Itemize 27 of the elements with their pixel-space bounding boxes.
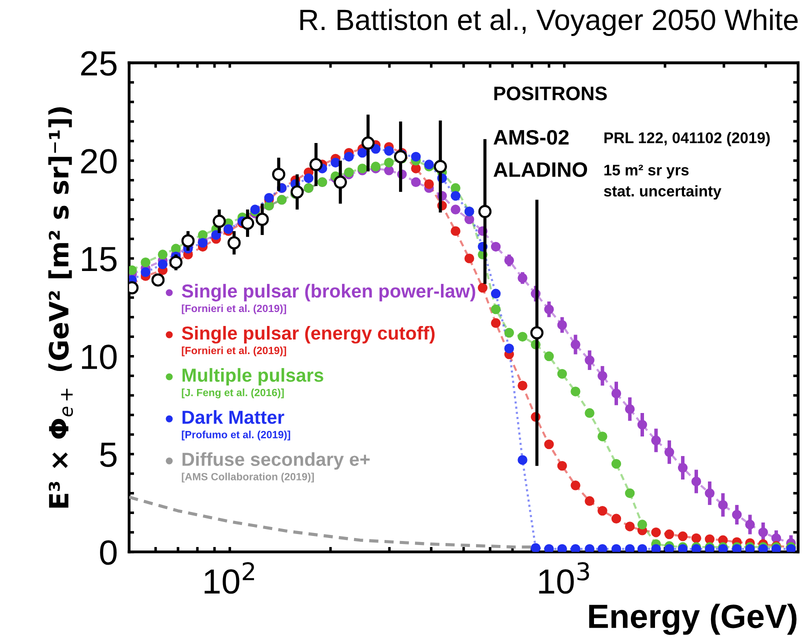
annotation: [AMS Collaboration (2019)] bbox=[182, 472, 314, 482]
annotation: [Fornieri et al. (2019)] bbox=[182, 346, 286, 356]
annotation: 15 m² sr yrs bbox=[604, 164, 689, 179]
y-tick-label: 5 bbox=[100, 442, 117, 468]
legend-label: Multiple pulsars bbox=[182, 368, 324, 386]
x-tick-label: 10$^{3}$ bbox=[539, 562, 590, 594]
annotation: POSITRONS bbox=[494, 86, 607, 100]
annotation: [Fornieri et al. (2019)] bbox=[182, 304, 286, 314]
y-tick-label: 25 bbox=[81, 51, 117, 76]
legend-label: Single pulsar (broken power-law) bbox=[182, 284, 476, 302]
y-axis-title: E³ × Φ$_{e+}$ (GeV² [m² s sr]⁻¹]) bbox=[48, 107, 73, 508]
chart-title: R. Battiston et al., Voyager 2050 White bbox=[300, 8, 798, 36]
annotation: PRL 122, 041102 (2019) bbox=[604, 132, 770, 146]
legend-label: Single pulsar (energy cutoff) bbox=[182, 326, 435, 344]
annotation: stat. uncertainty bbox=[604, 185, 722, 200]
y-tick-label: 15 bbox=[82, 247, 117, 272]
y-tick-label: 20 bbox=[81, 148, 117, 174]
legend-label: Diffuse secondary e+ bbox=[182, 452, 370, 470]
annotation: [J. Feng et al. (2016)] bbox=[182, 388, 284, 398]
y-tick-label: 10 bbox=[82, 344, 117, 370]
x-axis-title: Energy (GeV) bbox=[589, 604, 796, 635]
y-tick-label: 0 bbox=[100, 540, 117, 565]
annotation: AMS-02 bbox=[494, 130, 569, 145]
x-tick-label: 10$^{2}$ bbox=[204, 562, 254, 594]
annotation: [Profumo et al. (2019)] bbox=[182, 430, 290, 440]
annotation: ALADINO bbox=[494, 162, 588, 177]
legend-label: Dark Matter bbox=[182, 410, 284, 424]
